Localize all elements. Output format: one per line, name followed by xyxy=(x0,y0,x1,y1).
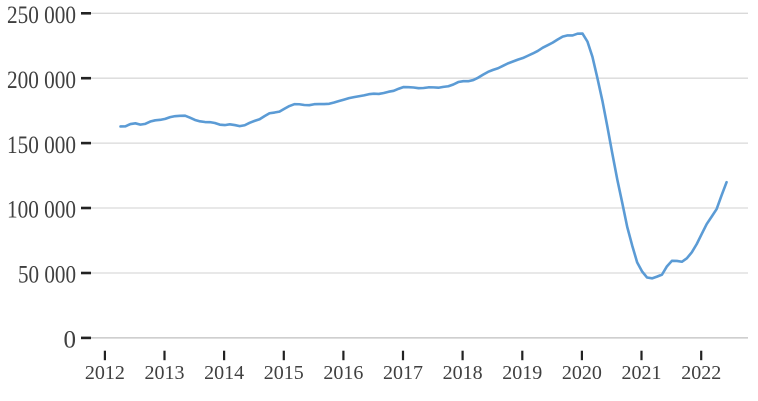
svg-text:2013: 2013 xyxy=(145,362,185,384)
svg-text:2018: 2018 xyxy=(443,362,483,384)
svg-text:2016: 2016 xyxy=(323,362,363,384)
svg-text:2021: 2021 xyxy=(622,362,662,384)
svg-text:2017: 2017 xyxy=(383,362,423,384)
svg-text:150 000: 150 000 xyxy=(7,132,76,159)
svg-text:2012: 2012 xyxy=(85,362,125,384)
svg-text:0: 0 xyxy=(64,327,77,354)
svg-text:2014: 2014 xyxy=(204,362,244,384)
svg-text:250 000: 250 000 xyxy=(7,2,76,29)
svg-text:200 000: 200 000 xyxy=(7,67,76,94)
svg-text:2019: 2019 xyxy=(502,362,542,384)
svg-text:50 000: 50 000 xyxy=(18,262,76,289)
svg-text:2020: 2020 xyxy=(562,362,602,384)
svg-text:2022: 2022 xyxy=(681,362,721,384)
svg-text:2015: 2015 xyxy=(264,362,304,384)
svg-text:100 000: 100 000 xyxy=(7,197,76,224)
